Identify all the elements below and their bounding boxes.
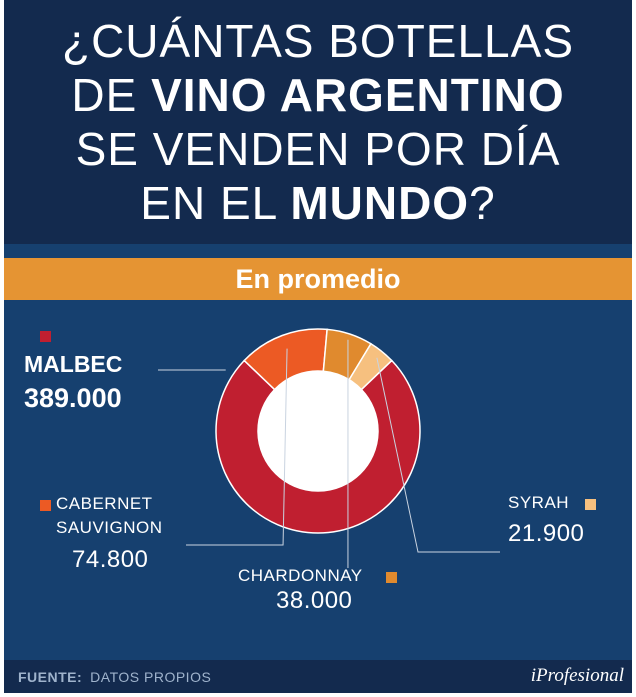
legend-marker-chardonnay — [386, 569, 397, 587]
title-line-4-end: ? — [469, 177, 496, 229]
donut-hole — [258, 371, 378, 491]
title-line-3: SE VENDEN POR DÍA — [75, 123, 561, 175]
blue-band — [4, 244, 632, 258]
subtitle: En promedio — [235, 264, 401, 294]
legend-swatch-syrah — [585, 499, 596, 511]
source-label: FUENTE: — [18, 669, 83, 685]
label-cabernet-value: 74.800 — [72, 546, 149, 573]
source-note: FUENTE: DATOS PROPIOS — [18, 669, 211, 685]
label-chardonnay-name: CHARDONNAY — [238, 566, 363, 585]
label-syrah-value: 21.900 — [508, 520, 585, 547]
label-syrah-name: SYRAH — [508, 493, 570, 512]
legend-swatch-malbec — [40, 331, 51, 343]
leader-line-syrah — [376, 357, 500, 553]
title-line-4-bold: MUNDO — [290, 177, 470, 229]
label-malbec-value: 389.000 — [24, 383, 122, 413]
title-line-4-text: EN EL — [140, 177, 291, 229]
legend-swatch-chardonnay — [386, 572, 397, 584]
title-line-2: DE VINO ARGENTINO — [4, 68, 632, 122]
footer: FUENTE: DATOS PROPIOS iProfesional — [4, 660, 632, 693]
leader-line-cabernet — [186, 348, 288, 546]
brand-logo: iProfesional — [530, 665, 624, 686]
source-value: DATOS PROPIOS — [90, 669, 212, 685]
legend-marker-syrah — [585, 496, 596, 514]
title-line-2-text: DE — [71, 69, 152, 121]
label-chardonnay-value: 38.000 — [276, 587, 353, 614]
label-malbec-name: MALBEC — [24, 351, 123, 377]
legend-marker-malbec — [40, 328, 51, 346]
title-line-1: ¿CUÁNTAS BOTELLAS — [61, 15, 575, 67]
title-line-2-bold: VINO ARGENTINO — [151, 69, 565, 121]
label-cabernet-name-1: CABERNET — [56, 494, 153, 513]
title-line-4: EN EL MUNDO? — [4, 176, 632, 230]
title-panel: ¿CUÁNTAS BOTELLAS DE VINO ARGENTINO SE V… — [4, 0, 632, 244]
legend-swatch-cabernet — [40, 500, 51, 512]
legend-marker-cabernet — [40, 497, 51, 515]
subtitle-bar: En promedio — [4, 258, 632, 300]
label-cabernet-name-2: SAUVIGNON — [56, 518, 163, 537]
